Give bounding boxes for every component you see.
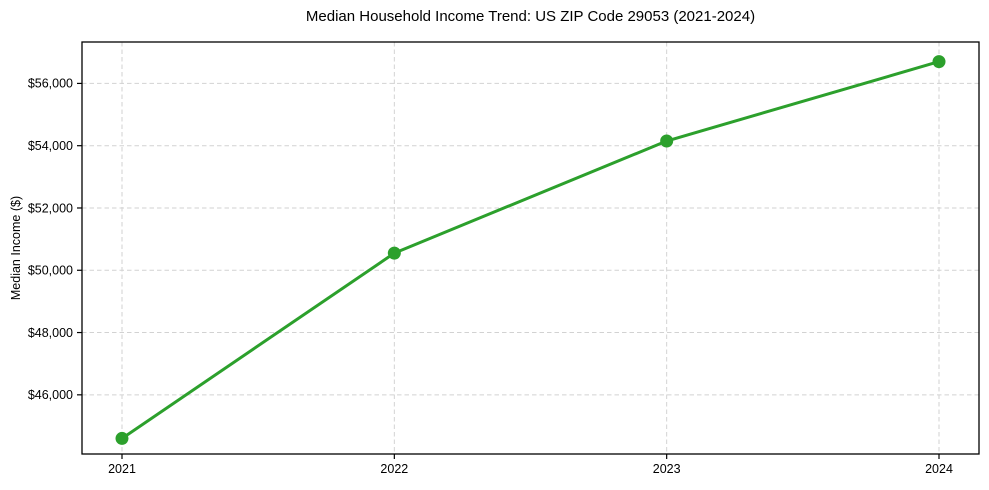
trend-line: [120, 60, 941, 440]
y-tick-label: $46,000: [28, 388, 73, 402]
chart-title: Median Household Income Trend: US ZIP Co…: [305, 8, 756, 25]
plot-spines: [81, 41, 980, 455]
y-tick-label: $56,000: [28, 77, 73, 91]
data-point-marker: [932, 55, 946, 69]
y-tick-label: $54,000: [28, 139, 73, 153]
y-tick-label: $48,000: [28, 326, 73, 340]
x-tick-label: 2021: [108, 462, 136, 476]
x-tick-label: 2022: [380, 462, 408, 476]
x-tick-label: 2023: [653, 462, 681, 476]
x-tick-label: 2024: [925, 462, 953, 476]
data-point-marker: [660, 134, 674, 148]
data-point-marker: [387, 246, 401, 260]
data-point-marker: [115, 431, 129, 445]
y-tick-label: $50,000: [28, 264, 73, 278]
y-tick-label: $52,000: [28, 201, 73, 215]
